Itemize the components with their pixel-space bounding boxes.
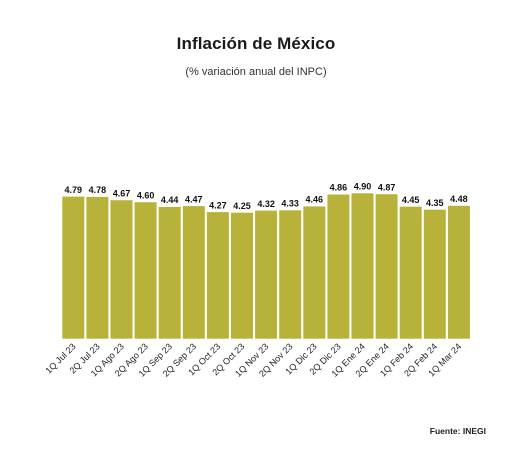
bar: [423, 209, 447, 340]
bar: [230, 212, 254, 340]
bar: [61, 196, 85, 340]
bar: [158, 206, 182, 340]
bar: [399, 206, 423, 340]
bar: [326, 193, 351, 340]
bar-value-label: 4.48: [450, 194, 468, 204]
bar-value-label: 4.33: [281, 199, 299, 209]
bar-value-label: 4.47: [185, 194, 203, 204]
bar-value-label: 4.45: [402, 195, 420, 205]
bar-value-label: 4.78: [89, 185, 107, 195]
chart-title: Inflación de México: [176, 34, 336, 53]
bar-value-label: 4.46: [306, 195, 324, 205]
bar: [302, 205, 326, 340]
bar-value-label: 4.87: [378, 182, 396, 192]
bar-value-label: 4.25: [233, 201, 251, 211]
bar: [278, 209, 302, 340]
bar: [134, 201, 158, 340]
bar: [206, 211, 230, 340]
bar-value-label: 4.60: [137, 190, 155, 200]
bar-value-label: 4.44: [161, 195, 179, 205]
source-note: Fuente: INEGI: [429, 426, 486, 436]
bar-value-label: 4.90: [354, 182, 372, 192]
bar: [447, 205, 471, 340]
bar: [85, 196, 109, 340]
bar-value-label: 4.35: [426, 198, 444, 208]
bar: [350, 192, 375, 340]
bar: [374, 193, 399, 340]
bar: [254, 210, 278, 340]
bar-value-label: 4.27: [209, 200, 227, 210]
bar-value-label: 4.79: [65, 185, 83, 195]
bar-value-label: 4.32: [257, 199, 275, 209]
bar-value-label: 4.67: [113, 188, 131, 198]
chart-subtitle: (% variación anual del INPC): [185, 66, 327, 78]
bar: [109, 199, 134, 340]
bar-value-label: 4.86: [330, 183, 348, 193]
bar: [182, 205, 206, 340]
